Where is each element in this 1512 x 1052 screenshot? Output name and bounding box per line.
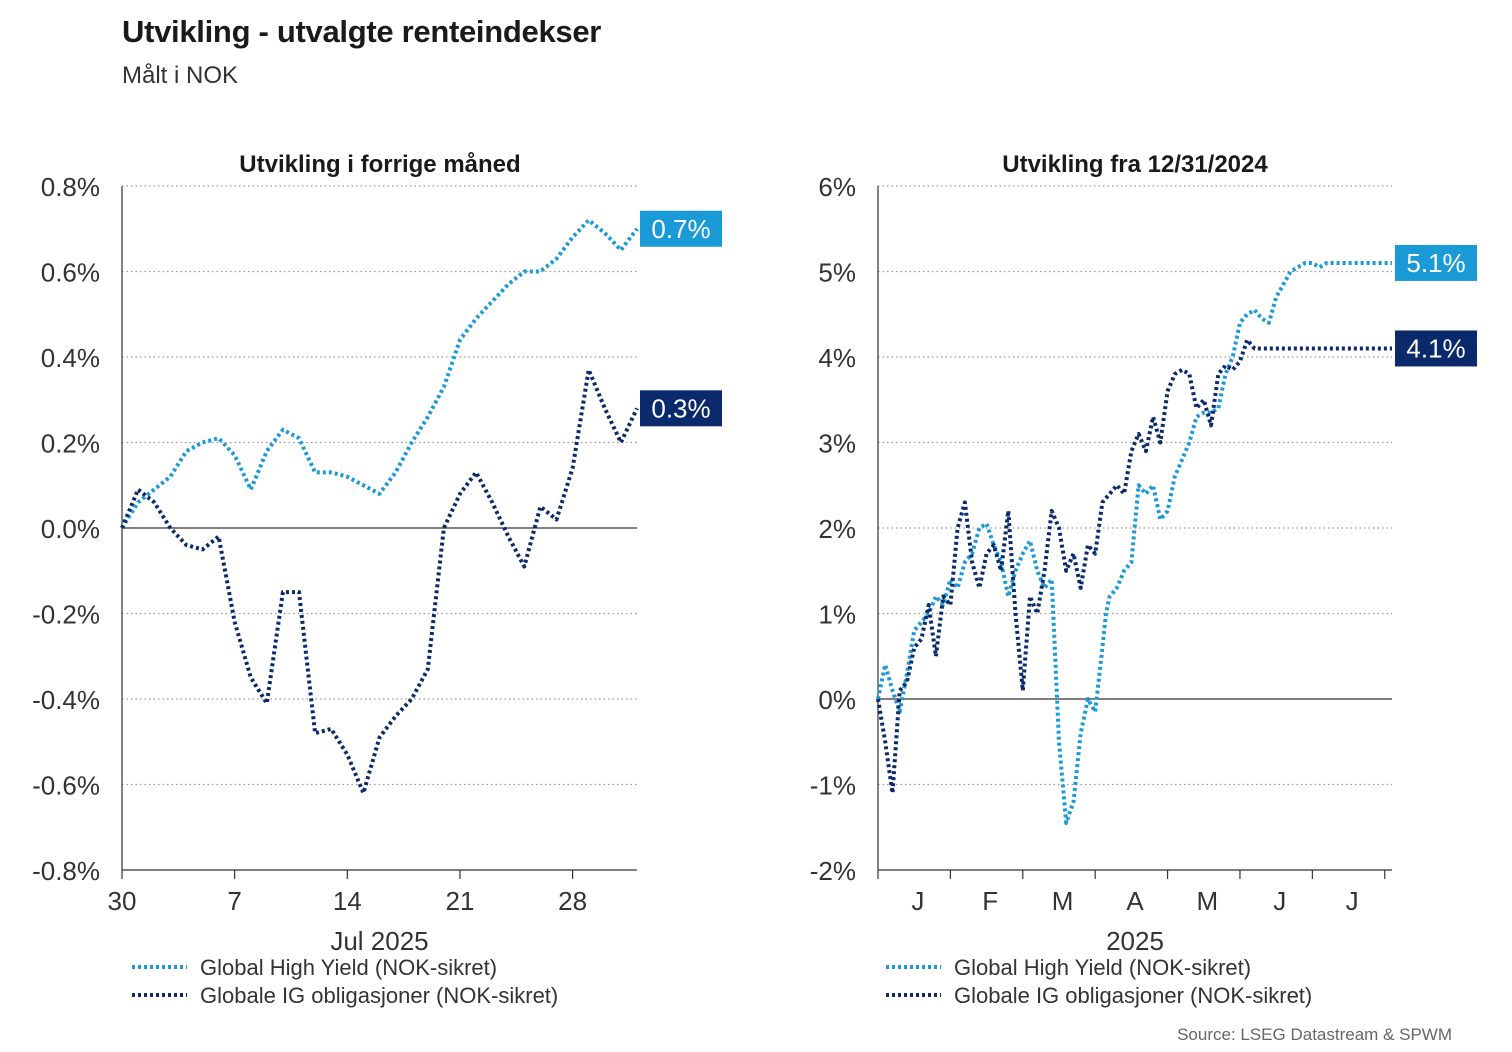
y-tick-label: 4% — [818, 343, 856, 373]
y-tick-label: -0.6% — [32, 771, 100, 801]
x-tick-label: M — [1052, 886, 1074, 916]
end-label-box — [640, 390, 722, 427]
x-tick-label: F — [982, 886, 998, 916]
end-label: 5.1% — [1406, 248, 1465, 278]
x-tick-label: J — [911, 886, 924, 916]
series-line — [120, 367, 639, 795]
legend-label: Globale IG obligasjoner (NOK-sikret) — [200, 983, 558, 1008]
x-tick-label: 28 — [558, 886, 587, 916]
y-tick-label: 0.2% — [41, 429, 100, 459]
panel-title: Utvikling fra 12/31/2024 — [1002, 151, 1268, 178]
y-tick-label: 0% — [818, 685, 856, 715]
x-tick-label: 30 — [108, 886, 137, 916]
y-tick-label: 0.6% — [41, 258, 100, 288]
x-tick-label: 21 — [446, 886, 475, 916]
x-axis-label: 2025 — [1106, 926, 1164, 956]
y-tick-label: -1% — [810, 771, 856, 801]
chart-subtitle: Målt i NOK — [122, 62, 239, 89]
x-tick-label: A — [1126, 886, 1144, 916]
end-label: 4.1% — [1406, 333, 1465, 363]
y-tick-label: 2% — [818, 514, 856, 544]
end-label: 0.7% — [651, 214, 710, 244]
end-label-box — [640, 210, 722, 247]
legend-label: Globale IG obligasjoner (NOK-sikret) — [954, 983, 1312, 1008]
legend-label: Global High Yield (NOK-sikret) — [954, 955, 1251, 980]
end-label-box — [1395, 244, 1477, 281]
y-tick-label: -0.2% — [32, 600, 100, 630]
x-tick-label: M — [1197, 886, 1219, 916]
y-tick-label: 1% — [818, 600, 856, 630]
y-tick-label: -0.4% — [32, 685, 100, 715]
legend-label: Global High Yield (NOK-sikret) — [200, 955, 497, 980]
x-tick-label: J — [1273, 886, 1286, 916]
chart-main-title: Utvikling - utvalgte renteindekser — [122, 14, 602, 49]
series-line — [120, 218, 639, 530]
y-tick-label: 3% — [818, 429, 856, 459]
end-label: 0.3% — [651, 393, 710, 423]
y-tick-label: -2% — [810, 856, 856, 886]
series-line — [876, 337, 1392, 795]
y-tick-label: 6% — [818, 172, 856, 202]
y-tick-label: 0.4% — [41, 343, 100, 373]
x-tick-label: 14 — [333, 886, 362, 916]
end-label-box — [1395, 330, 1477, 367]
x-axis-label: Jul 2025 — [330, 926, 428, 956]
source-note: Source: LSEG Datastream & SPWM — [1177, 1025, 1452, 1044]
y-tick-label: 0.8% — [41, 172, 100, 202]
y-tick-label: -0.8% — [32, 856, 100, 886]
series-line — [876, 261, 1392, 825]
y-tick-label: 0.0% — [41, 514, 100, 544]
x-tick-label: J — [1346, 886, 1359, 916]
x-tick-label: 7 — [227, 886, 241, 916]
y-tick-label: 5% — [818, 258, 856, 288]
panel-title: Utvikling i forrige måned — [239, 151, 520, 178]
